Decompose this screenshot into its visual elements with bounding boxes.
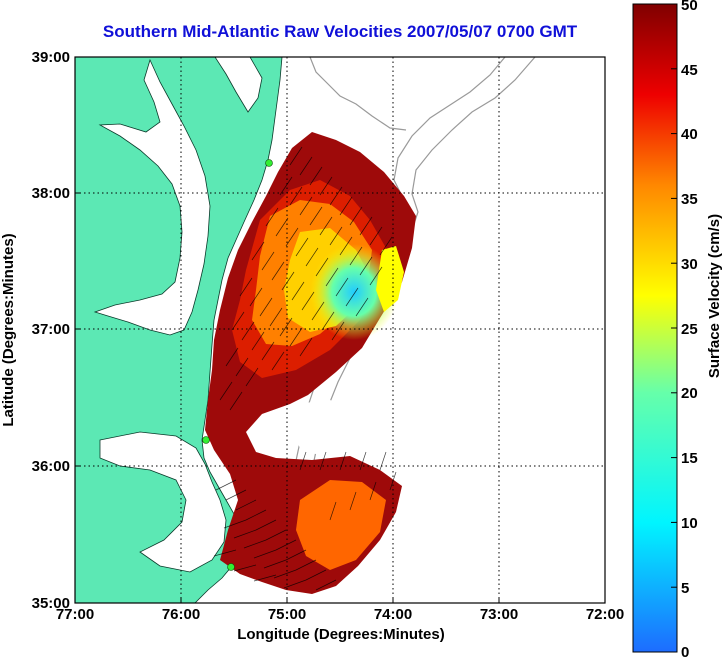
y-tick-label: 35:00 [32,595,70,612]
colorbar-tick-label: 50 [681,0,698,14]
colorbar-tick-label: 0 [681,644,689,659]
plot-frame [74,56,606,604]
colorbar-tick-label: 15 [681,450,698,467]
pamlico-sound [99,431,227,573]
x-tick-labels: 77:00 76:00 75:00 74:00 73:00 72:00 [56,606,624,623]
y-tick-labels: 39:00 38:00 37:00 36:00 35:00 [32,49,70,612]
delaware-bay [214,57,263,113]
x-tick-label: 77:00 [56,606,94,623]
velocity-vectors [213,146,397,591]
colorbar-tick-label: 40 [681,126,698,143]
y-axis-label: Latitude (Degrees:Minutes) [0,233,17,426]
colorbar-tick-label: 5 [681,580,689,597]
chesapeake-bay [93,58,211,336]
colorbar: 50 45 40 35 30 25 20 15 10 5 0 Surface V… [632,0,723,659]
y-tick-label: 36:00 [32,458,70,475]
station-marker [265,159,273,167]
colorbar-tick-label: 10 [681,515,698,532]
grid [75,57,605,603]
y-tick-label: 39:00 [32,49,70,66]
colorbar-tick-label: 35 [681,191,698,208]
x-tick-label: 74:00 [374,606,412,623]
x-tick-label: 72:00 [586,606,624,623]
station-marker [227,563,235,571]
tick-marks [74,56,606,604]
x-tick-label: 75:00 [268,606,306,623]
plot-area [75,57,605,603]
colorbar-gradient [632,3,678,653]
map-title: Southern Mid-Atlantic Raw Velocities 200… [102,22,578,41]
colorbar-tick-label: 25 [681,321,698,338]
y-tick-label: 38:00 [32,185,70,202]
colorbar-tick-label: 45 [681,62,698,79]
radar-stations [202,159,273,571]
x-tick-label: 76:00 [162,606,200,623]
station-marker [202,436,210,444]
y-tick-label: 37:00 [32,321,70,338]
velocity-field [205,132,416,594]
x-axis-label: Longitude (Degrees:Minutes) [237,626,445,643]
colorbar-tick-label: 20 [681,385,698,402]
x-tick-label: 73:00 [480,606,518,623]
colorbar-tick-label: 30 [681,256,698,273]
colorbar-label: Surface Velocity (cm/s) [706,214,723,378]
